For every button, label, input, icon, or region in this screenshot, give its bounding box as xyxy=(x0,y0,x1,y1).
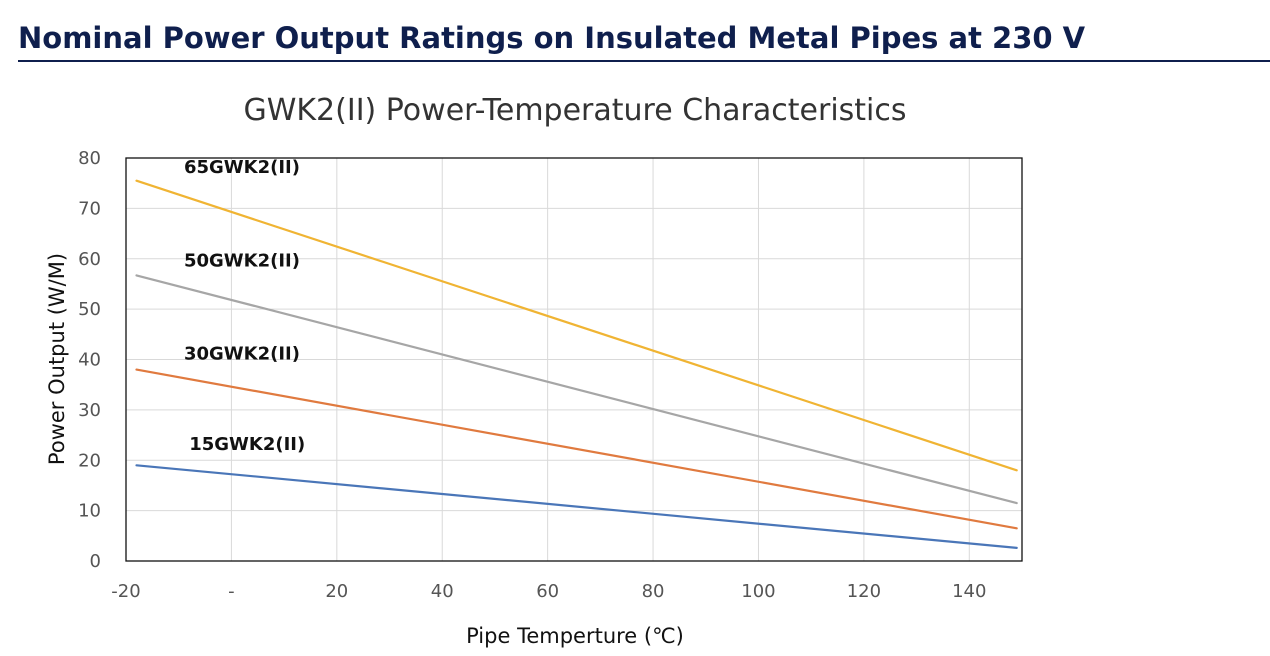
x-tick-label: 40 xyxy=(431,581,454,602)
y-tick-label: 40 xyxy=(78,350,101,371)
x-tick-label: 120 xyxy=(847,581,881,602)
y-tick-label: 60 xyxy=(78,249,101,270)
page-header: Nominal Power Output Ratings on Insulate… xyxy=(18,20,1270,62)
y-tick-label: 70 xyxy=(78,198,101,219)
series-labels: 65GWK2(II) 50GWK2(II) 30GWK2(II) 15GWK2(II) xyxy=(184,157,305,455)
page-title: Nominal Power Output Ratings on Insulate… xyxy=(18,21,1086,55)
plot-frame xyxy=(125,157,1023,562)
x-tick-label: 100 xyxy=(741,581,775,602)
x-tick-label: 80 xyxy=(642,581,665,602)
power-temperature-chart: GWK2(II) Power-Temperature Characteristi… xyxy=(45,93,1023,648)
series-lines xyxy=(135,179,1018,549)
chart-title: GWK2(II) Power-Temperature Characteristi… xyxy=(243,93,906,128)
y-tick-label: 50 xyxy=(78,299,101,320)
x-tick-label: 20 xyxy=(325,581,348,602)
series-label: 50GWK2(II) xyxy=(184,250,300,271)
series-line xyxy=(135,274,1018,505)
series-line xyxy=(135,368,1018,530)
x-tick-label: 60 xyxy=(536,581,559,602)
series-label: 30GWK2(II) xyxy=(184,344,300,365)
series-line xyxy=(135,179,1018,472)
series-label: 15GWK2(II) xyxy=(189,434,305,455)
x-tick-label: -20 xyxy=(111,581,140,602)
y-tick-label: 20 xyxy=(78,450,101,471)
y-axis-label: Power Output (W/M) xyxy=(45,253,69,465)
x-axis-label: Pipe Temperture (℃) xyxy=(466,624,684,648)
series-line xyxy=(135,464,1018,549)
chart-container: GWK2(II) Power-Temperature Characteristi… xyxy=(0,70,1270,656)
x-tick-label: - xyxy=(228,581,235,602)
series-label: 65GWK2(II) xyxy=(184,157,300,178)
x-tick-label: 140 xyxy=(952,581,986,602)
grid xyxy=(126,158,1022,561)
x-axis-ticks: -20-20 40 60 80 100 120 140 xyxy=(111,581,986,602)
y-tick-label: 0 xyxy=(90,551,101,572)
y-tick-label: 10 xyxy=(78,501,101,522)
y-tick-label: 80 xyxy=(78,148,101,169)
y-tick-label: 30 xyxy=(78,400,101,421)
y-axis-ticks: 0 10 20 30 40 50 60 70 80 xyxy=(78,148,101,572)
